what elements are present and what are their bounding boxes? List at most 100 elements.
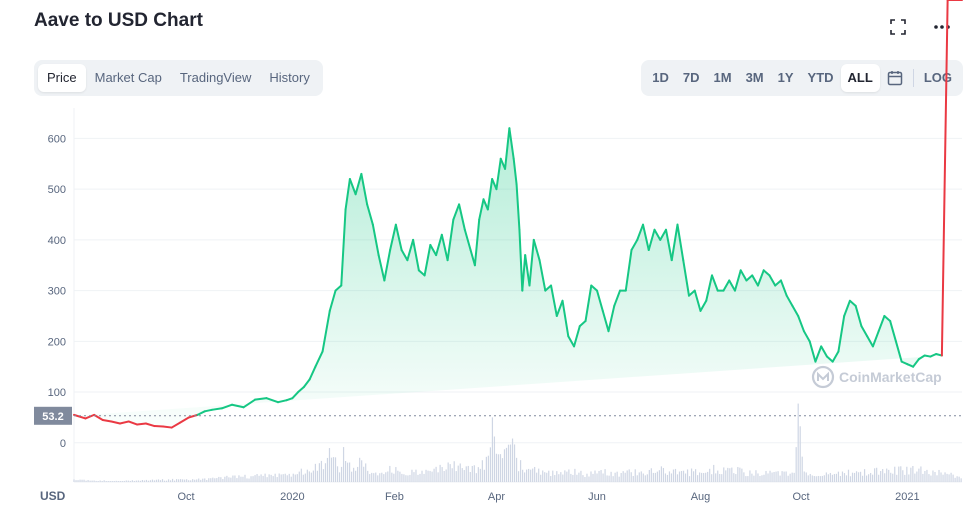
volume-bar xyxy=(401,473,403,482)
range-1y[interactable]: 1Y xyxy=(777,70,794,85)
volume-bar xyxy=(908,474,910,482)
volume-bar xyxy=(534,466,536,482)
price-segment xyxy=(429,243,438,257)
price-segment xyxy=(423,243,432,277)
price-segment xyxy=(642,223,650,252)
volume-bar xyxy=(580,470,582,482)
price-segment xyxy=(676,223,685,262)
volume-bar xyxy=(594,470,596,482)
volume-bar xyxy=(636,475,638,482)
volume-bar xyxy=(749,470,751,482)
volume-bar xyxy=(781,471,783,482)
tab-price[interactable]: Price xyxy=(38,64,86,92)
price-segment xyxy=(590,284,599,292)
price-segment xyxy=(314,350,324,368)
price-segment xyxy=(495,157,502,191)
y-tick-label: 0 xyxy=(60,438,66,450)
volume-bar xyxy=(310,472,312,482)
volume-bar xyxy=(397,470,399,482)
fullscreen-icon[interactable] xyxy=(889,18,907,36)
volume-bar xyxy=(471,465,473,482)
price-segment xyxy=(687,289,696,297)
range-tabs: 1D 7D 1M 3M 1Y YTD ALL LOG xyxy=(641,60,963,96)
volume-bar xyxy=(344,461,347,482)
price-segment xyxy=(508,127,515,160)
volume-bar xyxy=(423,473,425,482)
price-area xyxy=(74,128,942,428)
volume-bar xyxy=(373,473,375,482)
volume-bar xyxy=(767,473,769,482)
volume-bar xyxy=(77,480,79,482)
volume-bar xyxy=(346,462,349,482)
price-segment xyxy=(785,294,794,307)
volume-bar xyxy=(614,472,616,482)
price-segment xyxy=(360,172,369,206)
volume-bar xyxy=(161,479,164,482)
price-segment xyxy=(221,403,234,410)
tab-tradingview[interactable]: TradingView xyxy=(179,70,252,85)
tab-market-cap[interactable]: Market Cap xyxy=(94,70,162,85)
range-3m[interactable]: 3M xyxy=(745,70,764,85)
volume-bar xyxy=(795,447,797,482)
volume-bar xyxy=(851,472,854,482)
volume-bar xyxy=(234,475,236,482)
chart-title: Aave to USD Chart xyxy=(34,10,203,31)
volume-bar xyxy=(668,471,671,482)
volume-bar xyxy=(940,472,942,482)
range-1m[interactable]: 1M xyxy=(713,70,732,85)
range-ytd[interactable]: YTD xyxy=(807,70,834,85)
tab-history[interactable]: History xyxy=(269,70,310,85)
volume-bar xyxy=(270,474,272,482)
volume-bar xyxy=(505,447,508,482)
price-segment xyxy=(578,320,587,328)
volume-bar xyxy=(928,474,930,482)
volume-bar xyxy=(381,472,383,482)
volume-bar xyxy=(938,469,940,482)
volume-bar xyxy=(274,473,276,482)
volume-bar xyxy=(487,455,489,482)
price-segment xyxy=(231,403,245,409)
range-7d[interactable]: 7D xyxy=(682,70,700,85)
price-segment xyxy=(624,249,633,292)
volume-bar xyxy=(375,472,377,482)
volume-bar xyxy=(135,480,137,482)
volume-bar xyxy=(141,480,143,482)
volume-bar xyxy=(765,470,767,482)
volume-bar xyxy=(206,480,208,482)
volume-bar xyxy=(779,475,781,482)
volume-bar xyxy=(695,469,697,482)
log-toggle[interactable]: LOG xyxy=(923,70,952,85)
range-all[interactable]: ALL xyxy=(840,64,880,92)
volume-bar xyxy=(264,473,266,482)
volume-bar xyxy=(692,471,695,482)
price-segment xyxy=(739,269,748,282)
price-segment xyxy=(877,314,886,333)
price-segment xyxy=(435,233,443,257)
volume-bar xyxy=(894,466,896,482)
calendar-icon[interactable] xyxy=(880,64,910,92)
volume-bar xyxy=(367,470,369,482)
volume-bar xyxy=(829,472,831,482)
volume-bar xyxy=(332,457,335,482)
price-segment xyxy=(751,274,759,287)
volume-bar xyxy=(755,470,757,482)
volume-bar xyxy=(280,474,282,482)
range-1d[interactable]: 1D xyxy=(652,70,669,85)
volume-bar xyxy=(495,453,498,482)
price-segment xyxy=(285,397,294,402)
volume-bar xyxy=(632,476,634,482)
price-segment xyxy=(254,397,268,401)
volume-bar xyxy=(524,472,526,482)
volume-bar xyxy=(608,475,610,482)
price-segment xyxy=(745,274,754,282)
volume-bar xyxy=(218,476,220,482)
volume-bar xyxy=(660,466,663,482)
price-segment xyxy=(521,254,527,292)
price-segment xyxy=(478,198,485,221)
volume-bar xyxy=(296,474,298,482)
volume-bar xyxy=(473,465,475,482)
price-segment xyxy=(394,223,403,252)
price-segment xyxy=(860,325,869,338)
volume-bar xyxy=(865,475,868,482)
